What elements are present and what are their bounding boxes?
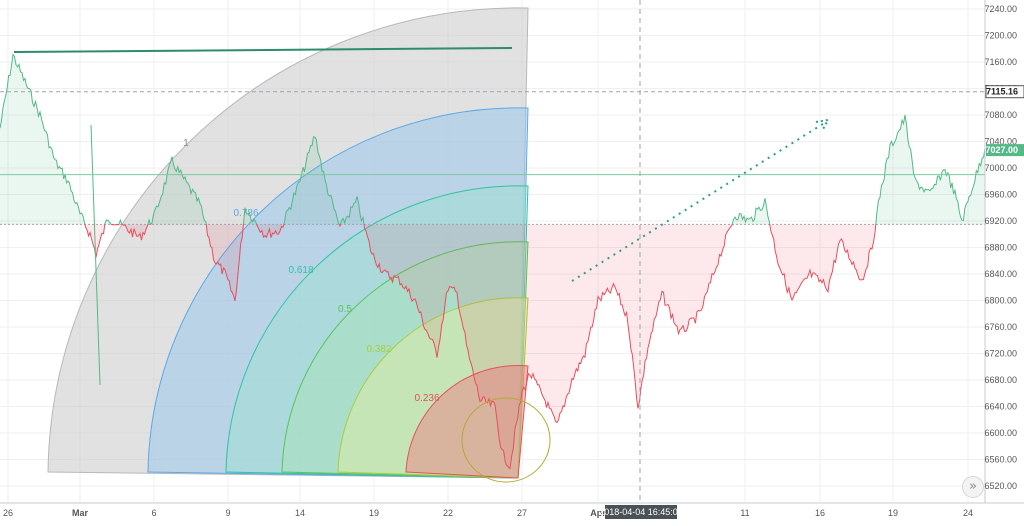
fib-fan-zone[interactable]	[281, 241, 529, 479]
price-tick-label: 6960.00	[984, 190, 1017, 200]
fib-fan-level-label: 0.5	[338, 304, 352, 315]
price-tick-label: 6640.00	[984, 402, 1017, 412]
fib-fan-level-label: 0.618	[288, 265, 313, 276]
price-axis[interactable]: 7240.007200.007160.007120.007080.007040.…	[984, 0, 1024, 503]
price-marker-text: 7027.00	[985, 145, 1018, 155]
crosshair-time-text: 2018-04-04 16:45:00	[599, 507, 683, 517]
price-tick-label: 6680.00	[984, 375, 1017, 385]
time-tick-label: 14	[295, 508, 305, 518]
fib-fan-zone[interactable]	[47, 7, 529, 479]
time-tick-label: 11	[740, 508, 749, 518]
price-line-above-baseline	[0, 53, 985, 224]
price-tick-label: 6520.00	[984, 481, 1017, 491]
price-tick-label: 6880.00	[984, 243, 1017, 253]
scroll-to-realtime-button[interactable]: »	[962, 476, 984, 498]
price-tick-label: 7080.00	[984, 110, 1017, 120]
price-tick-label: 7040.00	[984, 137, 1017, 147]
fib-fan-zone[interactable]	[405, 365, 529, 479]
price-tick-label: 7200.00	[984, 31, 1017, 41]
highlight-ellipse[interactable]	[461, 397, 551, 483]
price-area-above-baseline	[0, 54, 985, 224]
time-tick-label: 19	[888, 508, 898, 518]
fib-fan-zone[interactable]	[147, 107, 529, 479]
price-tick-label: 6840.00	[984, 269, 1017, 279]
current-dashed-price-marker: 7115.16	[985, 85, 1024, 99]
price-line-below-baseline	[84, 224, 877, 470]
price-marker-box	[986, 144, 1024, 157]
price-marker-text: 7115.16	[986, 87, 1018, 97]
price-spike-line	[90, 124, 101, 386]
time-tick-label: 26	[3, 508, 13, 518]
time-tick-label: 22	[443, 508, 453, 518]
time-tick-label: 6	[151, 508, 156, 518]
price-tick-label: 7160.00	[984, 57, 1017, 67]
arrow-head-icon	[815, 118, 830, 132]
crosshair-time-label: 2018-04-04 16:45:00	[599, 505, 683, 519]
time-tick-label: 27	[517, 508, 527, 518]
time-tick-label: 24	[963, 508, 973, 518]
trend-line[interactable]	[13, 47, 513, 53]
price-area-below-baseline	[0, 224, 985, 469]
fib-fan-level-label: 0.382	[366, 344, 391, 355]
crosshair-time-box	[605, 505, 677, 519]
price-series	[0, 53, 985, 470]
last-price-marker: 7027.00	[985, 144, 1024, 157]
time-tick-label: Apr	[590, 508, 606, 518]
time-tick-label: 16	[815, 508, 825, 518]
fib-fan-level-label: 1	[183, 138, 189, 149]
time-tick-label: Mar	[72, 508, 89, 518]
price-tick-label: 6560.00	[984, 455, 1017, 465]
price-axis-background	[985, 0, 1024, 503]
price-tick-label: 6800.00	[984, 296, 1017, 306]
price-tick-label: 7240.00	[984, 4, 1017, 14]
fib-fan-zone[interactable]	[337, 297, 529, 479]
time-tick-label: 9	[225, 508, 230, 518]
time-axis-background	[0, 503, 1024, 521]
dotted-arrow-line[interactable]	[571, 121, 827, 282]
price-tick-label: 6760.00	[984, 322, 1017, 332]
price-tick-label: 7000.00	[984, 163, 1017, 173]
fib-fan-zone[interactable]	[225, 185, 529, 479]
price-tick-label: 6720.00	[984, 349, 1017, 359]
time-axis[interactable]: 26 Mar 6 9 14 19 22 27 Apr 11 16 19 24 2018-04-04 16:…	[0, 502, 1024, 521]
time-tick-label: 19	[369, 508, 379, 518]
fib-fan-level-label: 0.236	[414, 393, 439, 404]
price-tick-label: 6920.00	[984, 216, 1017, 226]
price-marker-box	[985, 85, 1024, 99]
drawings-layer[interactable]	[0, 0, 985, 503]
price-tick-label: 6600.00	[984, 428, 1017, 438]
